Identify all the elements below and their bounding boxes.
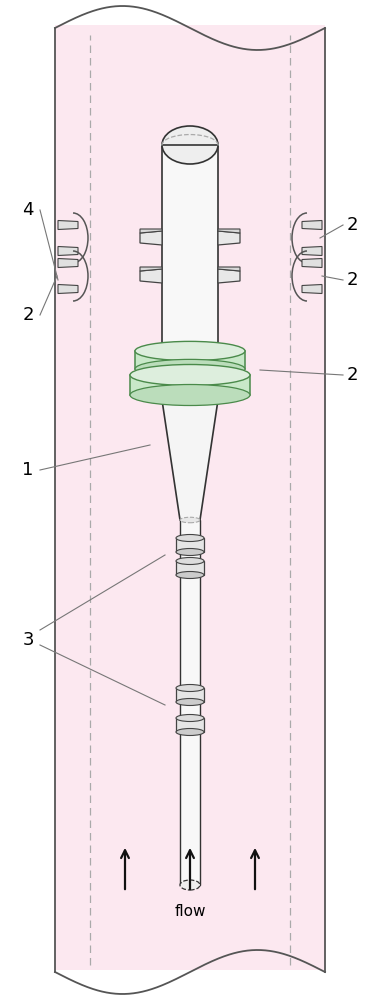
Polygon shape [140, 229, 162, 233]
Ellipse shape [176, 572, 204, 578]
Polygon shape [218, 229, 240, 233]
Polygon shape [58, 246, 78, 255]
Ellipse shape [176, 714, 204, 722]
Polygon shape [218, 269, 240, 283]
Text: 2: 2 [346, 216, 358, 234]
Text: 2: 2 [346, 271, 358, 289]
Ellipse shape [135, 341, 245, 361]
Polygon shape [162, 145, 218, 390]
Polygon shape [58, 258, 78, 267]
Text: 2: 2 [22, 306, 34, 324]
Polygon shape [162, 400, 218, 520]
Polygon shape [176, 561, 204, 575]
Polygon shape [55, 25, 325, 970]
Polygon shape [140, 267, 162, 271]
Text: flow: flow [174, 904, 206, 919]
Polygon shape [58, 284, 78, 294]
Ellipse shape [176, 558, 204, 564]
Polygon shape [140, 269, 162, 283]
Polygon shape [160, 144, 220, 146]
Ellipse shape [176, 548, 204, 556]
Ellipse shape [176, 684, 204, 692]
Ellipse shape [180, 517, 200, 523]
Polygon shape [130, 375, 250, 395]
Polygon shape [140, 231, 162, 245]
Text: 3: 3 [22, 631, 34, 649]
Polygon shape [176, 688, 204, 702]
Polygon shape [176, 718, 204, 732]
Ellipse shape [180, 880, 200, 890]
Ellipse shape [176, 698, 204, 706]
Ellipse shape [176, 534, 204, 542]
Ellipse shape [130, 364, 250, 385]
Polygon shape [302, 246, 322, 255]
Polygon shape [218, 231, 240, 245]
Text: 2: 2 [346, 366, 358, 384]
Polygon shape [180, 520, 200, 885]
Polygon shape [302, 221, 322, 230]
Ellipse shape [162, 126, 218, 164]
Polygon shape [302, 284, 322, 294]
Ellipse shape [162, 395, 218, 405]
Polygon shape [176, 538, 204, 552]
Polygon shape [58, 221, 78, 230]
Ellipse shape [135, 359, 245, 379]
Text: 4: 4 [22, 201, 34, 219]
Text: 1: 1 [22, 461, 34, 479]
Ellipse shape [176, 728, 204, 736]
Ellipse shape [130, 384, 250, 406]
Polygon shape [218, 267, 240, 271]
Polygon shape [135, 351, 245, 369]
Polygon shape [302, 258, 322, 267]
